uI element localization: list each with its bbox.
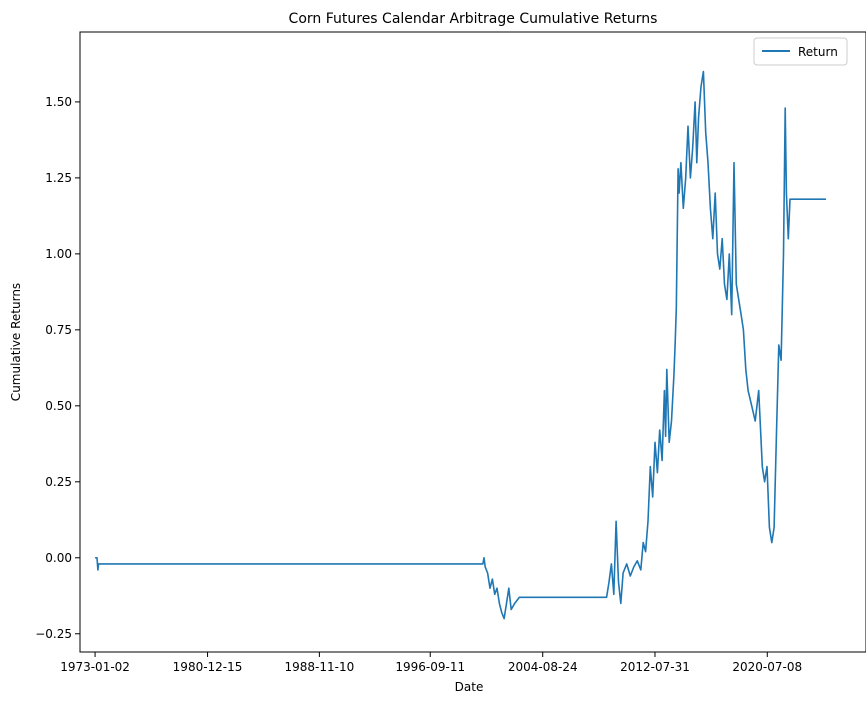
y-axis: −0.25 0.00 0.25 0.50 0.75 1.00 1.25 1.50 — [35, 95, 80, 641]
x-tick-label: 2012-07-31 — [620, 660, 690, 674]
x-tick-label: 1980-12-15 — [173, 660, 243, 674]
y-tick-label: 0.25 — [45, 475, 72, 489]
y-tick-label: 0.50 — [45, 399, 72, 413]
y-tick-label: 1.00 — [45, 247, 72, 261]
x-axis-title: Date — [455, 680, 484, 694]
x-tick-label: 1973-01-02 — [60, 660, 130, 674]
legend-box — [753, 37, 848, 66]
y-tick-label: −0.25 — [35, 627, 72, 641]
y-tick-label: 1.25 — [45, 171, 72, 185]
legend-label: Return — [798, 45, 838, 59]
y-tick-label: 1.50 — [45, 95, 72, 109]
plot-area — [79, 31, 866, 653]
x-tick-label: 1988-11-10 — [285, 660, 355, 674]
x-tick-label: 1996-09-11 — [395, 660, 465, 674]
y-tick-label: 0.75 — [45, 323, 72, 337]
y-tick-label: 0.00 — [45, 551, 72, 565]
legend: Return — [753, 37, 848, 66]
x-axis: 1973-01-02 1980-12-15 1988-11-10 1996-09-11… — [60, 652, 802, 674]
return-series-line — [95, 70, 826, 620]
x-tick-label: 2004-08-24 — [508, 660, 578, 674]
x-tick-label: 2020-07-08 — [732, 660, 802, 674]
y-axis-title: Cumulative Returns — [9, 283, 23, 401]
chart-title: Corn Futures Calendar Arbitrage Cumulati… — [289, 11, 658, 27]
